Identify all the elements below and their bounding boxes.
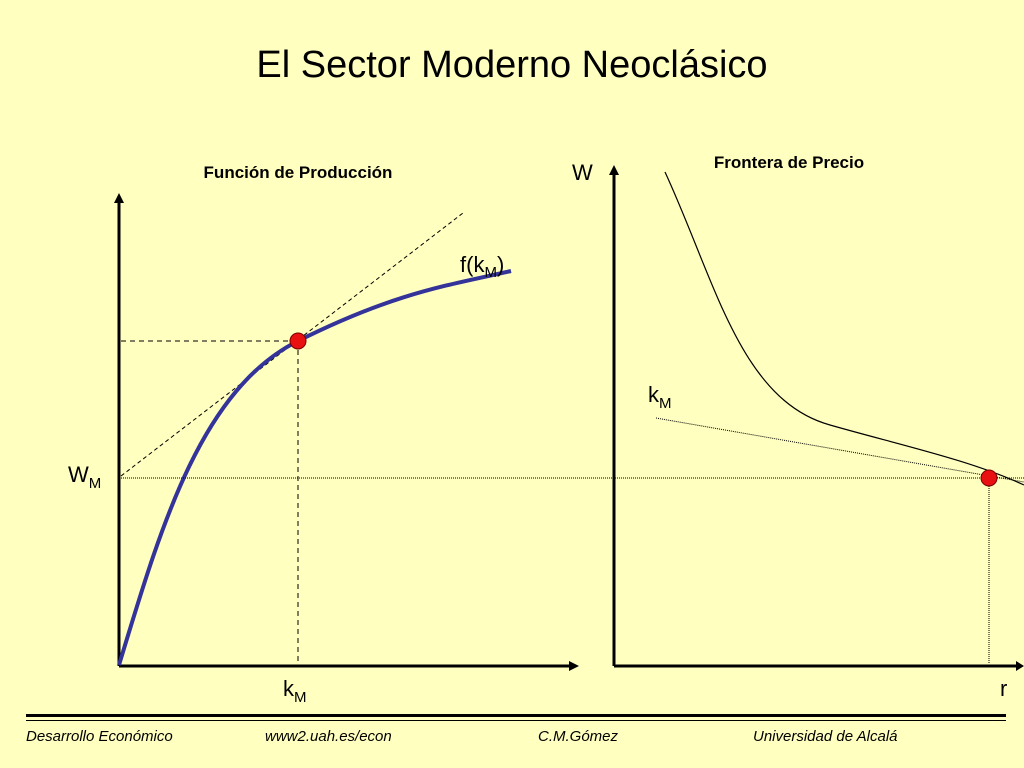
w-axis-label: W [572,160,593,185]
k-line-label: kM [648,382,672,412]
footer-university: Universidad de Alcalá [753,728,898,745]
wage-label: WM [68,462,101,492]
footer-url: www2.uah.es/econ [265,728,392,745]
frontier-point [980,469,998,487]
tangency-point [289,332,307,350]
price-frontier-title: Frontera de Precio [714,153,864,172]
capital-intensity-line [655,417,1024,483]
price-frontier-panel: Frontera de Precio W r kM [572,153,1024,701]
production-function-title: Función de Producción [204,163,393,182]
price-frontier-curve [664,171,1024,486]
footer-rule-thin [26,720,1006,721]
footer-author: C.M.Gómez [538,728,619,745]
production-curve [117,269,512,666]
right-x-axis-arrow [1016,661,1024,671]
curve-label: f(kM) [460,252,504,281]
tangent-line [120,212,464,477]
slide-title: El Sector Moderno Neoclásico [256,44,768,86]
footer-course: Desarrollo Económico [26,728,173,745]
capital-label: kM [283,676,307,706]
production-function-panel: Función de Producción f(kM) WM kM [68,163,579,706]
r-axis-label: r [1000,676,1007,701]
footer-rule [26,714,1006,717]
